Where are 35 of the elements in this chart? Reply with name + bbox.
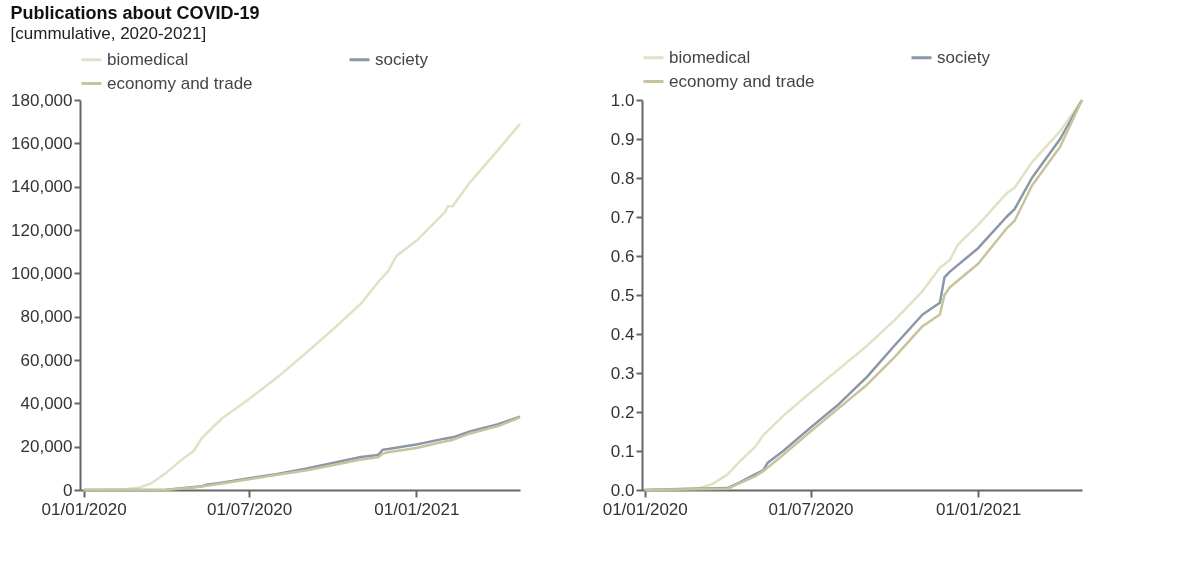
legend-label: society (937, 47, 991, 67)
y-tick-label: 80,000 (20, 307, 73, 327)
chart-title: Publications about COVID-19 (10, 3, 260, 23)
y-tick-label: 40,000 (20, 393, 73, 413)
y-tick-label: 60,000 (20, 350, 73, 370)
y-tick-label: 0.8 (610, 168, 635, 188)
y-tick-label: 140,000 (11, 177, 73, 197)
x-tick-label: 01/01/2020 (41, 499, 127, 519)
y-tick-label: 100,000 (11, 263, 73, 283)
y-tick-label: 0.3 (610, 363, 635, 383)
x-tick-label: 01/07/2020 (768, 499, 854, 519)
y-tick-label: 0.1 (610, 441, 635, 461)
y-tick-label: 120,000 (11, 220, 73, 240)
y-tick-label: 20,000 (20, 437, 73, 457)
y-tick-label: 0.5 (610, 285, 635, 305)
legend-label: biomedical (669, 47, 751, 67)
y-tick-label: 1.0 (610, 90, 635, 110)
legend-label: economy and trade (669, 71, 815, 91)
y-tick-label: 0.9 (610, 129, 635, 149)
y-tick-label: 0.2 (610, 402, 635, 422)
legend-label: biomedical (107, 49, 189, 69)
y-tick-label: 0.6 (610, 246, 635, 266)
x-tick-label: 01/01/2021 (936, 499, 1022, 519)
y-tick-label: 160,000 (11, 133, 73, 153)
x-tick-label: 01/07/2020 (207, 499, 293, 519)
y-tick-label: 0.7 (610, 207, 635, 227)
chart-subtitle: [cummulative, 2020-2021] (10, 24, 207, 43)
y-tick-label: 0 (63, 480, 73, 500)
y-tick-label: 0.4 (610, 324, 635, 344)
legend-label: society (375, 49, 429, 69)
y-tick-label: 180,000 (11, 90, 73, 110)
legend-label: economy and trade (107, 73, 253, 93)
x-tick-label: 01/01/2020 (602, 499, 688, 519)
y-tick-label: 0.0 (610, 480, 635, 500)
x-tick-label: 01/01/2021 (374, 499, 460, 519)
